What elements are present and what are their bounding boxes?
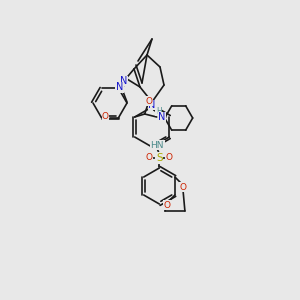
Text: O: O — [145, 97, 152, 106]
Text: O: O — [146, 154, 153, 163]
Text: N: N — [148, 100, 156, 110]
Text: N: N — [158, 112, 165, 122]
Text: O: O — [166, 154, 173, 163]
Text: N: N — [120, 76, 128, 86]
Text: N: N — [116, 82, 123, 92]
Text: H: H — [156, 106, 162, 116]
Text: HN: HN — [151, 140, 164, 149]
Text: S: S — [156, 153, 163, 163]
Text: O: O — [102, 112, 109, 121]
Text: O: O — [179, 182, 186, 191]
Text: O: O — [164, 200, 170, 209]
